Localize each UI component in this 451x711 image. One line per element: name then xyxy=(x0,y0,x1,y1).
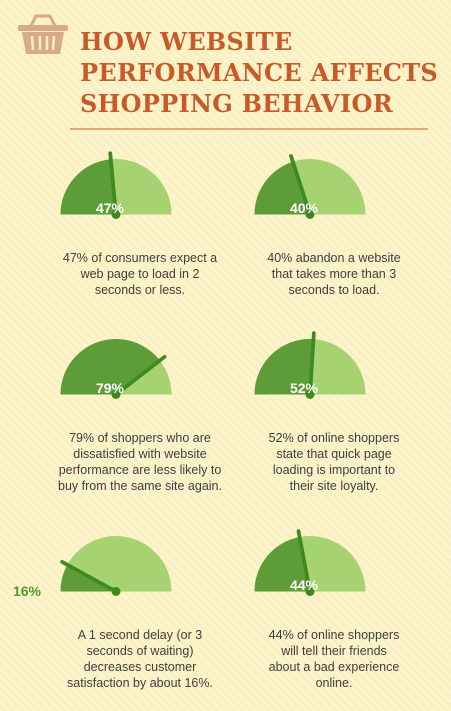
title-line: SHOPPING BEHAVIOR xyxy=(80,89,393,118)
stat-description: 52% of online shoppers state that quick p… xyxy=(229,430,439,494)
gauge-fill xyxy=(254,339,314,395)
description-line: 40% abandon a website xyxy=(267,251,401,265)
description-line: dissatisfied with website xyxy=(73,447,207,461)
title-line: HOW WEBSITE xyxy=(80,27,293,56)
gauge-percent-label: 44% xyxy=(289,577,319,593)
description-line: state that quick page xyxy=(276,447,392,461)
description-line: decreases customer xyxy=(83,660,197,674)
stat-description: A 1 second delay (or 3 seconds of waiting… xyxy=(35,627,245,691)
gauge xyxy=(254,331,366,399)
gauge-percent-label: 47% xyxy=(95,200,125,216)
gauge-needle xyxy=(308,331,316,397)
header: HOW WEBSITE PERFORMANCE AFFECTS SHOPPING… xyxy=(0,0,451,140)
description-line: 79% of shoppers who are xyxy=(69,431,211,445)
gauge-hub xyxy=(305,390,315,399)
description-line: online. xyxy=(315,676,353,690)
description-line: web page to load in 2 xyxy=(80,267,200,281)
description-line: performance are less likely to xyxy=(58,463,222,477)
description-line: seconds of waiting) xyxy=(86,644,194,658)
title-line: PERFORMANCE AFFECTS xyxy=(80,58,439,87)
description-line: about a bad experience xyxy=(268,660,400,674)
stat-description: 44% of online shoppers will tell their fr… xyxy=(229,627,439,691)
description-line: A 1 second delay (or 3 xyxy=(77,628,203,642)
gauge-hub xyxy=(111,390,121,399)
description-line: that takes more than 3 xyxy=(271,267,397,281)
gauge xyxy=(60,338,172,399)
gauge xyxy=(254,529,366,596)
description-line: loading is important to xyxy=(272,463,396,477)
page-title: HOW WEBSITE PERFORMANCE AFFECTS SHOPPING… xyxy=(80,26,440,119)
gauge-percent-label: 40% xyxy=(289,200,319,216)
description-line: will tell their friends xyxy=(281,644,387,658)
gauge-fill xyxy=(60,338,160,395)
description-line: seconds or less. xyxy=(94,283,186,297)
gauge-hub xyxy=(111,210,121,219)
gauge-needle xyxy=(108,151,118,217)
gauge-fill xyxy=(254,536,310,592)
gauge xyxy=(254,154,366,219)
description-line: 47% of consumers expect a xyxy=(62,251,218,265)
basket-icon xyxy=(18,14,68,54)
stat-description: 47% of consumers expect a web page to loa… xyxy=(35,250,245,298)
gauge xyxy=(60,536,172,596)
gauge-hub xyxy=(305,587,315,596)
gauge-needle xyxy=(60,560,118,594)
stat-description: 79% of shoppers who are dissatisfied with… xyxy=(35,430,245,494)
description-line: satisfaction by about 16%. xyxy=(67,676,213,690)
gauge-needle xyxy=(296,529,312,594)
description-line: seconds to load. xyxy=(288,283,380,297)
description-line: their site loyalty. xyxy=(289,479,379,493)
gauge-needle xyxy=(114,354,167,397)
description-line: 52% of online shoppers xyxy=(268,431,400,445)
gauge xyxy=(60,151,172,219)
gauge-hub xyxy=(111,587,121,596)
gauge-percent-label: 79% xyxy=(95,380,125,396)
gauge-percent-label: 16% xyxy=(12,583,42,599)
description-line: 44% of online shoppers xyxy=(268,628,400,642)
header-divider xyxy=(70,128,428,130)
gauge-hub xyxy=(305,210,315,219)
stat-description: 40% abandon a website that takes more tha… xyxy=(229,250,439,298)
description-line: buy from the same site again. xyxy=(58,479,222,493)
gauge-fill xyxy=(60,159,116,215)
gauge-needle xyxy=(289,154,312,217)
gauge-percent-label: 52% xyxy=(289,380,319,396)
